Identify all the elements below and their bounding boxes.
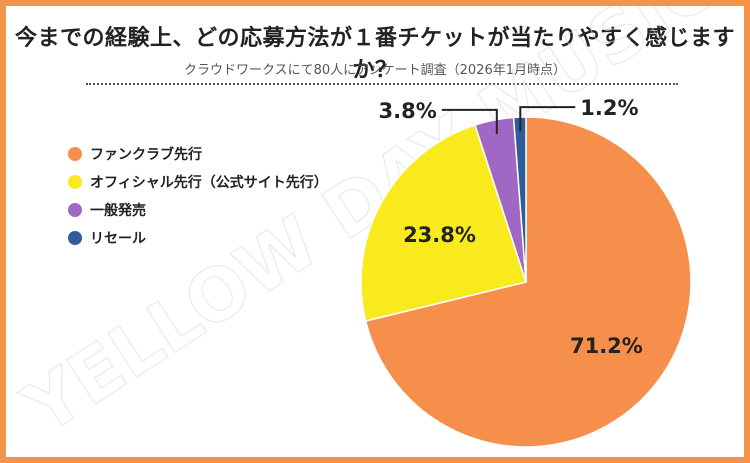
legend-item-general: 一般発売 bbox=[68, 196, 328, 224]
data-label-fan-club: 71.2% bbox=[570, 334, 643, 358]
data-label-general: 3.8% bbox=[379, 99, 437, 123]
legend-swatch-fan-club bbox=[68, 147, 82, 161]
legend-swatch-general bbox=[68, 203, 82, 217]
legend-swatch-official bbox=[68, 175, 82, 189]
legend: ファンクラブ先行 オフィシャル先行（公式サイト先行） 一般発売 リセール bbox=[68, 140, 328, 252]
legend-item-fan-club: ファンクラブ先行 bbox=[68, 140, 328, 168]
data-label-official: 23.8% bbox=[403, 223, 476, 247]
legend-label-fan-club: ファンクラブ先行 bbox=[90, 147, 202, 163]
pie-chart: 71.2% 23.8% 3.8% 1.2% bbox=[360, 96, 692, 448]
data-label-resale: 1.2% bbox=[580, 96, 638, 120]
chart-subtitle: クラウドワークスにて80人にアンケート調査（2026年1月時点） bbox=[184, 63, 566, 78]
pie-slice-official bbox=[360, 124, 527, 322]
leader-line-general bbox=[441, 108, 498, 134]
legend-label-official: オフィシャル先行（公式サイト先行） bbox=[90, 175, 328, 191]
leader-line-resale bbox=[519, 106, 576, 132]
title-divider bbox=[86, 83, 678, 85]
legend-item-resale: リセール bbox=[68, 224, 328, 252]
legend-label-general: 一般発売 bbox=[90, 203, 146, 219]
legend-swatch-resale bbox=[68, 231, 82, 245]
legend-label-resale: リセール bbox=[90, 231, 146, 247]
chart-title: 今までの経験上、どの応募方法が１番チケットが当たりやすく感じますか？ bbox=[14, 26, 735, 83]
legend-item-official: オフィシャル先行（公式サイト先行） bbox=[68, 168, 328, 196]
pie-slice-fan-club bbox=[364, 116, 692, 448]
